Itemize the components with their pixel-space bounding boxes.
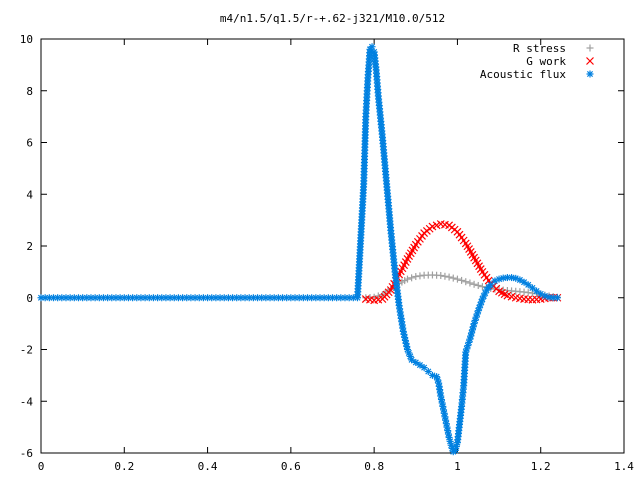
data-point: [462, 278, 470, 286]
y-tick-label: 2: [26, 240, 33, 253]
data-point: [437, 271, 445, 279]
data-point: [449, 274, 457, 282]
data-point: [445, 273, 453, 281]
legend-label: G work: [526, 55, 566, 68]
axes: 0 0.2 0.4 0.6 0.8 1 1.2 1.4 -6 -4 -2 0 2 4 6 8 10: [20, 33, 635, 473]
data-point: [458, 276, 466, 284]
data-point: [524, 281, 532, 289]
series-3: [37, 43, 561, 456]
data-point: [91, 294, 99, 302]
data-point: [553, 294, 561, 302]
chart-title: m4/n1.5/q1.5/r-+.62-j321/M10.0/512: [220, 12, 445, 25]
y-tick-label: 10: [20, 33, 33, 46]
x-tick-label: 0: [38, 460, 45, 473]
data-point: [416, 272, 424, 280]
data-point: [374, 292, 382, 300]
x-tick-label: 0.4: [198, 460, 218, 473]
x-tick-label: 1.2: [531, 460, 551, 473]
x-tick-label: 0.8: [364, 460, 384, 473]
x-tick-label: 1: [454, 460, 461, 473]
data-point: [433, 373, 441, 381]
y-tick-label: 8: [26, 85, 33, 98]
legend-marker: [586, 70, 594, 78]
y-tick-label: 0: [26, 292, 33, 305]
data-point: [453, 275, 461, 283]
plot-frame: [40, 38, 625, 454]
data-point: [466, 279, 474, 287]
y-tick-label: -6: [20, 447, 33, 460]
data-point: [471, 316, 479, 324]
x-tick-label: 1.4: [614, 460, 634, 473]
data-point: [441, 272, 449, 280]
legend-label: R stress: [513, 42, 566, 55]
data-point: [474, 281, 482, 289]
legend-label: Acoustic flux: [480, 68, 566, 81]
data-point: [478, 283, 486, 291]
legend-marker: [586, 44, 594, 52]
x-tick-label: 0.2: [114, 460, 134, 473]
data-point: [412, 273, 420, 281]
series-layer: [37, 43, 562, 456]
data-point: [403, 275, 411, 283]
data-point: [408, 356, 416, 364]
y-tick-label: 4: [26, 188, 33, 201]
data-point: [533, 287, 541, 295]
legend-marker: [586, 57, 594, 65]
x-tick-label: 0.6: [281, 460, 301, 473]
data-point: [470, 280, 478, 288]
data-point: [408, 274, 416, 282]
data-point: [495, 275, 503, 283]
y-tick-label: -2: [20, 344, 33, 357]
data-point: [528, 284, 536, 292]
y-tick-label: 6: [26, 137, 33, 150]
data-point: [520, 278, 528, 286]
y-tick-label: -4: [20, 395, 34, 408]
